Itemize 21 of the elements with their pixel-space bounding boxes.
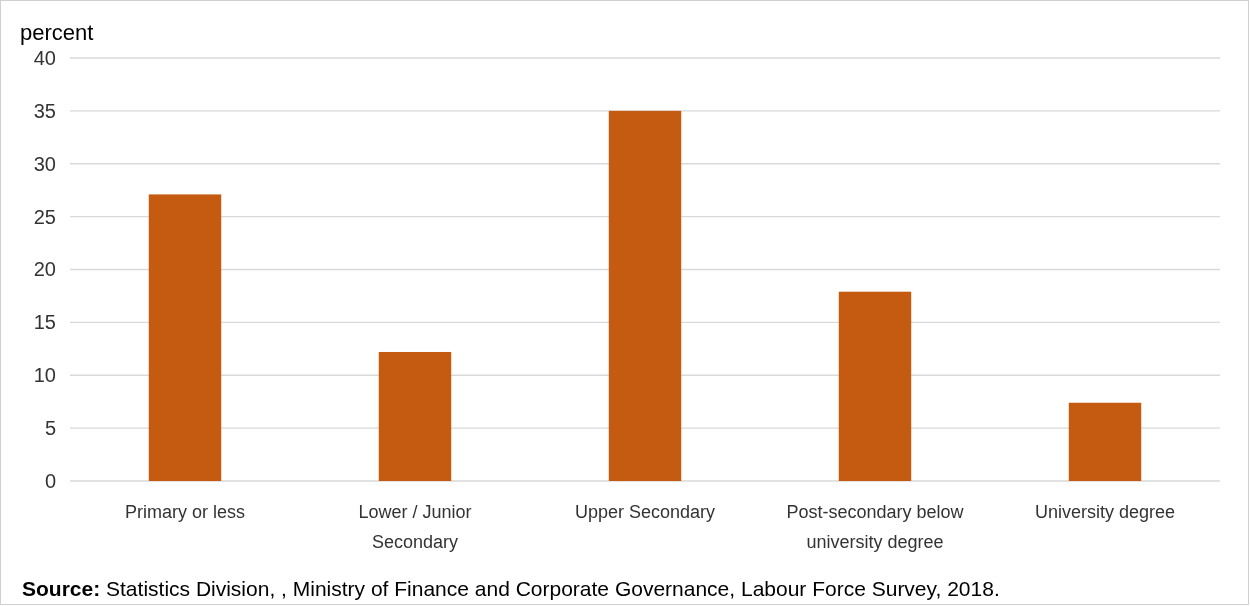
bar	[838, 291, 912, 481]
y-tick-label: 30	[33, 152, 56, 175]
y-tick-label: 35	[33, 99, 56, 122]
y-tick-label: 20	[33, 258, 56, 281]
x-tick-label: Post-secondary below university degree	[786, 502, 965, 552]
y-tick-label: 25	[33, 205, 56, 228]
source-note: Source: Statistics Division, , Ministry of Finance and Corporate Governance, Labour Force Survey, 2018.	[22, 577, 1000, 600]
y-tick-label: 40	[33, 46, 56, 69]
y-tick-label: 0	[44, 469, 56, 492]
x-tick-label: Upper Secondary	[574, 502, 716, 522]
y-tick-label: 10	[33, 364, 56, 387]
y-tick-label: 15	[33, 311, 56, 334]
bar	[378, 351, 452, 481]
bar	[608, 110, 682, 481]
x-tick-label: Lower / Junior Secondary	[358, 502, 472, 552]
bar	[1068, 402, 1142, 481]
bar	[148, 194, 222, 481]
x-tick-label: University degree	[1034, 502, 1176, 522]
y-tick-label: 5	[44, 417, 56, 440]
y-axis-title: percent	[20, 20, 94, 45]
x-tick-label: Primary or less	[124, 502, 246, 522]
